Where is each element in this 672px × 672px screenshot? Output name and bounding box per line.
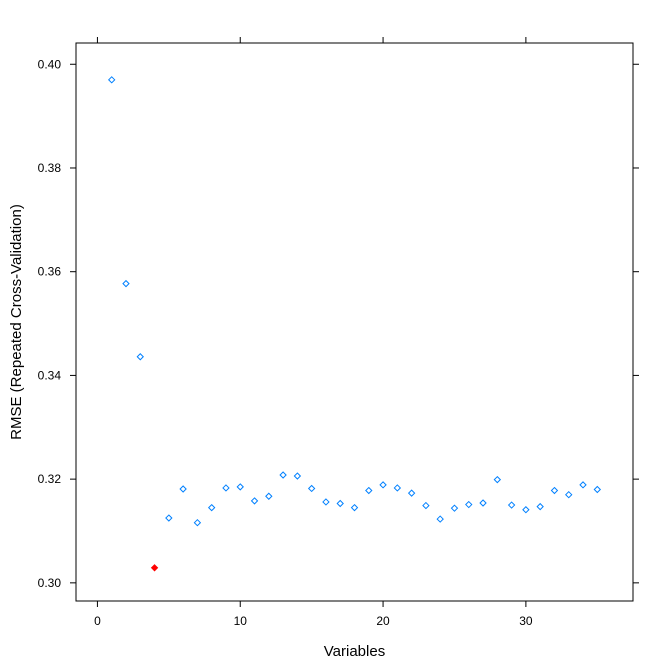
data-point — [579, 481, 587, 489]
data-point — [136, 353, 144, 361]
data-point-best — [150, 564, 159, 572]
y-axis-title: RMSE (Repeated Cross-Validation) — [8, 204, 25, 440]
data-point — [236, 483, 244, 491]
data-point — [507, 501, 516, 509]
y-tick-label: 0.40 — [38, 57, 62, 71]
x-tick-label: 30 — [519, 614, 533, 628]
data-point — [193, 518, 202, 527]
axis-layer: 0 10 20 30 0.30 0.32 0.34 0.36 0.38 0.40 — [38, 37, 639, 628]
data-point — [107, 76, 116, 84]
data-point — [422, 501, 430, 510]
plot-frame — [75, 42, 634, 602]
x-tick-label: 10 — [234, 614, 248, 628]
y-tick-label: 0.38 — [38, 161, 62, 175]
data-point — [393, 484, 402, 492]
data-point — [207, 503, 216, 512]
data-point — [479, 499, 487, 507]
y-tick-label: 0.36 — [38, 265, 62, 279]
data-point — [407, 489, 416, 497]
x-axis-title: Variables — [324, 643, 385, 660]
data-point — [279, 471, 287, 479]
data-point — [436, 515, 444, 523]
data-point — [365, 486, 373, 495]
data-point — [522, 506, 530, 514]
data-point — [550, 486, 559, 495]
data-point — [450, 504, 459, 512]
data-point — [350, 503, 359, 512]
y-tick-label: 0.34 — [38, 368, 62, 382]
data-point — [593, 485, 602, 494]
data-point — [565, 490, 573, 499]
data-point — [322, 498, 330, 506]
data-point — [250, 497, 259, 505]
y-tick-label: 0.32 — [38, 472, 62, 486]
data-point — [222, 484, 230, 492]
data-point — [179, 485, 187, 493]
data-point — [122, 279, 130, 288]
data-point — [293, 472, 302, 480]
data-point — [465, 500, 473, 509]
data-point — [336, 499, 344, 508]
x-tick-label: 0 — [94, 614, 101, 628]
data-point — [536, 502, 544, 511]
data-point — [307, 484, 316, 493]
data-point — [165, 514, 173, 522]
points-layer — [107, 76, 602, 572]
y-tick-label: 0.30 — [38, 576, 62, 590]
data-point — [379, 481, 387, 489]
x-tick-label: 20 — [376, 614, 390, 628]
data-point — [265, 492, 273, 500]
data-point — [493, 475, 502, 484]
